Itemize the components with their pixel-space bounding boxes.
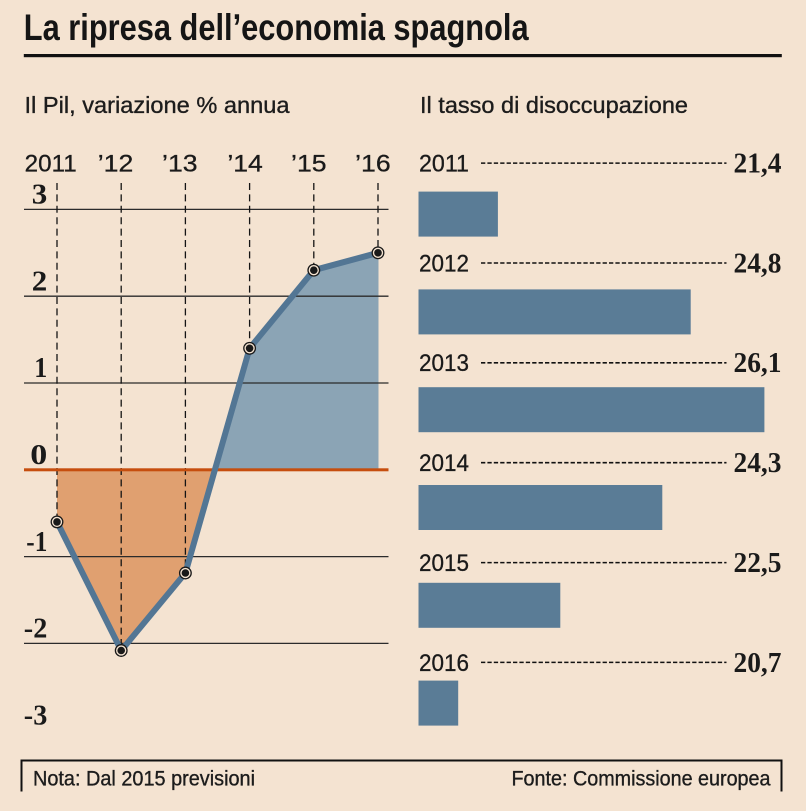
svg-text:’16: ’16 (355, 152, 391, 178)
svg-text:-2: -2 (24, 614, 48, 645)
svg-text:2012: 2012 (419, 251, 469, 277)
svg-text:24,8: 24,8 (734, 248, 782, 279)
svg-text:22,5: 22,5 (734, 548, 782, 579)
svg-text:-1: -1 (26, 527, 47, 558)
svg-text:24,3: 24,3 (734, 448, 782, 479)
svg-text:’15: ’15 (291, 152, 327, 178)
svg-text:0: 0 (30, 440, 47, 471)
svg-text:Il tasso di disoccupazione: Il tasso di disoccupazione (420, 92, 688, 118)
svg-text:’13: ’13 (162, 152, 198, 178)
svg-text:’14: ’14 (227, 152, 263, 178)
svg-text:21,4: 21,4 (734, 149, 782, 180)
svg-text:2014: 2014 (419, 451, 469, 477)
svg-text:2: 2 (32, 266, 48, 297)
svg-text:2011: 2011 (25, 152, 77, 178)
svg-text:2015: 2015 (419, 551, 469, 577)
svg-text:3: 3 (32, 180, 48, 211)
svg-text:La ripresa dell’economia spagn: La ripresa dell’economia spagnola (24, 6, 530, 48)
svg-text:Il Pil, variazione % annua: Il Pil, variazione % annua (25, 92, 290, 118)
svg-text:Nota: Dal 2015 previsioni: Nota: Dal 2015 previsioni (33, 767, 255, 791)
svg-text:Fonte: Commissione europea: Fonte: Commissione europea (512, 767, 771, 791)
svg-text:20,7: 20,7 (734, 648, 782, 679)
svg-text:’12: ’12 (98, 152, 134, 178)
svg-text:1: 1 (34, 353, 47, 384)
svg-text:2013: 2013 (419, 351, 469, 377)
svg-text:26,1: 26,1 (734, 348, 782, 379)
svg-text:2011: 2011 (419, 152, 469, 178)
svg-text:-3: -3 (24, 700, 48, 731)
svg-text:2016: 2016 (419, 651, 469, 677)
